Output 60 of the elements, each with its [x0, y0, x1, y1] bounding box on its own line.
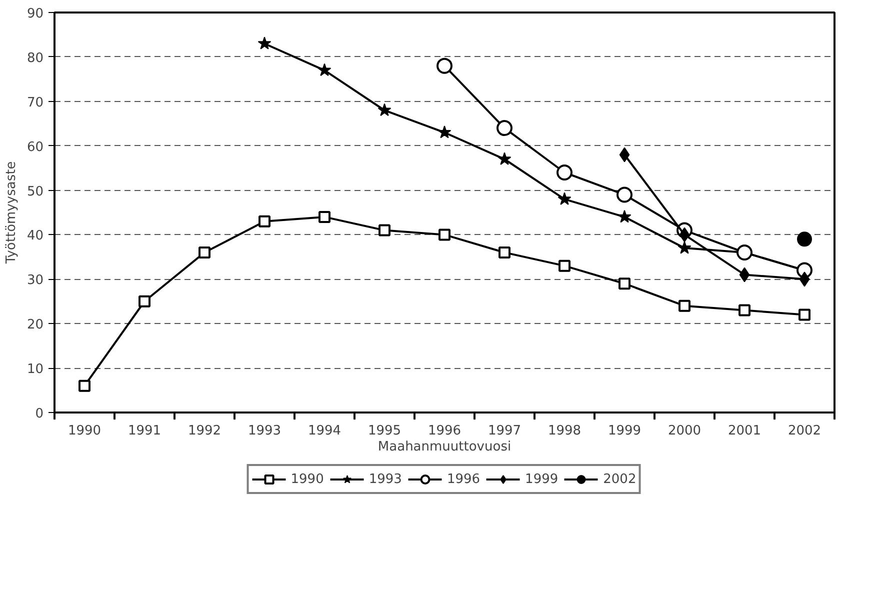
point: [198, 246, 210, 258]
x-tick-label: 2002: [788, 424, 822, 438]
legend-label: 2002: [603, 472, 636, 486]
point: [678, 241, 692, 254]
x-tick-label: 2001: [728, 424, 762, 438]
point: [258, 215, 270, 228]
y-tick-label: 40: [26, 228, 44, 244]
point: [498, 152, 512, 165]
point: [556, 164, 572, 180]
x-tick-label: 2000: [668, 424, 702, 438]
x-tick-label: 1990: [68, 424, 102, 438]
x-tick-label: 1994: [308, 424, 342, 438]
y-tick-label: 80: [26, 50, 44, 66]
point: [78, 380, 90, 392]
x-tick-label: 1992: [188, 424, 222, 438]
legend-label: 1996: [446, 472, 480, 486]
legend-label: 1990: [290, 472, 324, 486]
point: [797, 232, 812, 247]
y-tick-label: 10: [26, 362, 44, 378]
x-tick-label: 1991: [128, 424, 162, 438]
point: [378, 103, 392, 116]
point: [679, 227, 690, 242]
point: [616, 186, 632, 203]
point: [558, 260, 570, 272]
point: [318, 210, 330, 223]
point: [618, 210, 632, 223]
point: [138, 295, 150, 308]
legend-label: 1993: [368, 472, 402, 486]
point: [678, 300, 690, 312]
point: [738, 304, 750, 316]
x-tick-label: 1999: [608, 424, 642, 438]
x-tick-label: 1996: [428, 424, 462, 438]
point: [498, 246, 510, 258]
legend-label: 1999: [525, 472, 558, 486]
point: [618, 278, 630, 290]
y-tick-label: 30: [26, 273, 44, 288]
point: [438, 228, 450, 241]
x-tick-label: 1995: [368, 424, 402, 438]
x-tick-label: 1997: [488, 424, 522, 438]
point: [436, 58, 452, 74]
point: [318, 63, 332, 76]
y-tick-label: 20: [26, 318, 44, 333]
y-axis-title: Työttömyysaste: [4, 161, 19, 265]
y-tick-label: 50: [26, 184, 44, 200]
point: [799, 272, 810, 287]
point: [739, 267, 750, 282]
point: [258, 36, 272, 50]
point: [438, 126, 452, 138]
x-tick-label: 1998: [548, 424, 582, 438]
y-tick-label: 0: [35, 406, 44, 422]
point: [619, 147, 630, 162]
point: [798, 308, 810, 321]
point: [558, 192, 572, 205]
y-tick-label: 60: [26, 140, 44, 155]
x-tick-label: 1993: [248, 424, 282, 438]
point: [496, 120, 512, 136]
y-tick-label: 70: [26, 95, 44, 110]
point: [378, 224, 390, 236]
y-tick-label: 90: [26, 6, 44, 22]
x-axis-title: Maahanmuuttovuosi: [378, 440, 512, 454]
